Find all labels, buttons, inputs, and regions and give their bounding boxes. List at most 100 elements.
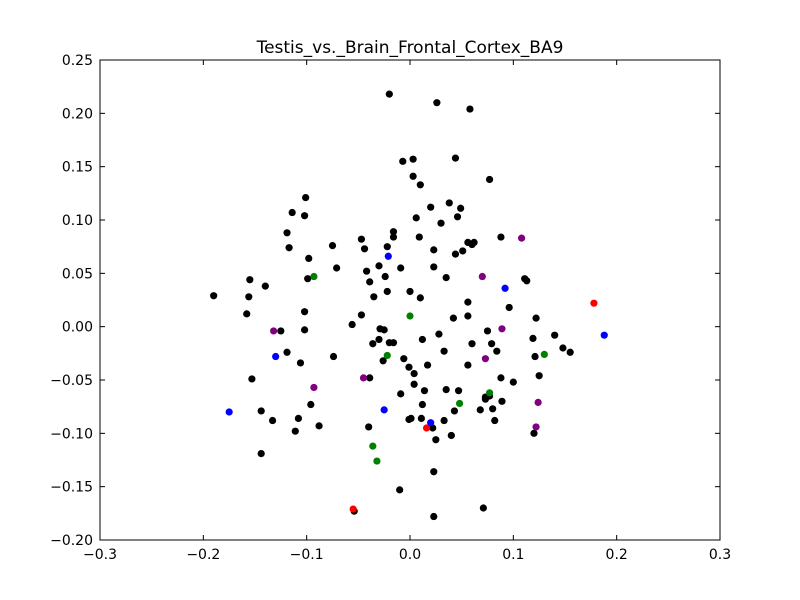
data-point (383, 243, 391, 251)
data-point (456, 399, 464, 408)
plot-frame (99, 59, 721, 541)
data-point (348, 320, 356, 329)
data-point (409, 155, 417, 163)
y-tick-label: 0.20 (62, 106, 93, 122)
data-point (301, 212, 309, 220)
data-point (485, 175, 494, 184)
data-point (357, 235, 366, 243)
data-point (288, 208, 296, 217)
data-point (366, 278, 374, 286)
data-point (418, 335, 426, 344)
data-point (375, 262, 383, 270)
data-point (375, 335, 383, 344)
data-point (427, 419, 435, 427)
data-point (243, 310, 251, 318)
data-point (532, 314, 540, 322)
data-point (501, 284, 509, 292)
data-point (529, 334, 537, 342)
data-point (497, 233, 505, 241)
data-point (257, 407, 265, 415)
data-point (498, 397, 506, 405)
data-point (268, 416, 277, 425)
data-point (532, 423, 540, 431)
data-point (466, 105, 474, 113)
x-tick-label: −0.3 (83, 547, 117, 563)
data-point (416, 294, 424, 302)
x-tick-label: 0.0 (399, 547, 421, 563)
y-tick-label: 0.25 (62, 53, 93, 69)
data-point (420, 387, 429, 395)
data-point (406, 312, 414, 320)
data-point (397, 390, 405, 398)
data-point (373, 457, 381, 465)
y-tick-label: −0.05 (50, 373, 93, 389)
x-tick-label: 0.3 (709, 547, 731, 563)
data-point (476, 406, 484, 414)
data-point (493, 347, 501, 355)
data-point (437, 219, 445, 227)
data-point (540, 350, 548, 358)
data-point (389, 228, 398, 236)
data-point (302, 194, 310, 202)
data-point (435, 330, 443, 338)
data-point (383, 351, 391, 360)
data-point (383, 287, 391, 296)
data-point (451, 154, 460, 162)
data-point (246, 276, 254, 284)
data-point (534, 398, 542, 406)
data-point (384, 252, 392, 260)
data-point (363, 267, 371, 275)
data-point (505, 303, 513, 312)
data-point (523, 277, 531, 285)
data-point (389, 339, 398, 347)
data-point (301, 308, 309, 316)
data-point (270, 327, 278, 335)
data-point (294, 414, 302, 422)
data-point (405, 363, 413, 371)
data-point (376, 325, 384, 333)
data-point (409, 172, 417, 180)
data-point (416, 181, 424, 189)
data-point (283, 229, 291, 237)
data-point (349, 505, 357, 513)
data-point (440, 416, 448, 425)
y-tick-label: 0.15 (62, 160, 93, 176)
data-point (422, 424, 431, 432)
y-tick-label: 0.00 (62, 320, 93, 336)
data-point (430, 512, 438, 521)
data-point (430, 468, 438, 476)
data-point (600, 331, 608, 339)
data-point (360, 245, 369, 253)
data-point (283, 348, 291, 356)
data-point (369, 442, 377, 450)
data-point (210, 292, 218, 300)
x-tick-label: −0.2 (186, 547, 220, 563)
data-point (427, 203, 435, 211)
data-point (459, 247, 467, 255)
data-point (423, 361, 432, 369)
data-point (379, 357, 387, 365)
data-point (449, 314, 457, 322)
x-tick-label: 0.1 (502, 547, 524, 563)
data-point (381, 272, 389, 281)
data-point (440, 347, 448, 355)
data-point (396, 486, 404, 494)
data-point (385, 90, 393, 98)
data-point (415, 233, 423, 241)
data-point (497, 374, 505, 382)
data-point (417, 414, 425, 422)
data-point (261, 282, 269, 290)
data-point (399, 157, 407, 165)
data-point (418, 400, 426, 409)
data-point (430, 263, 438, 271)
data-point (430, 246, 438, 254)
data-point (468, 340, 476, 348)
data-point (450, 407, 459, 415)
data-point (566, 348, 574, 356)
data-point (310, 383, 318, 392)
data-point (310, 272, 318, 281)
y-tick-label: 0.10 (62, 213, 93, 229)
data-point (442, 274, 450, 282)
data-point (489, 405, 497, 413)
